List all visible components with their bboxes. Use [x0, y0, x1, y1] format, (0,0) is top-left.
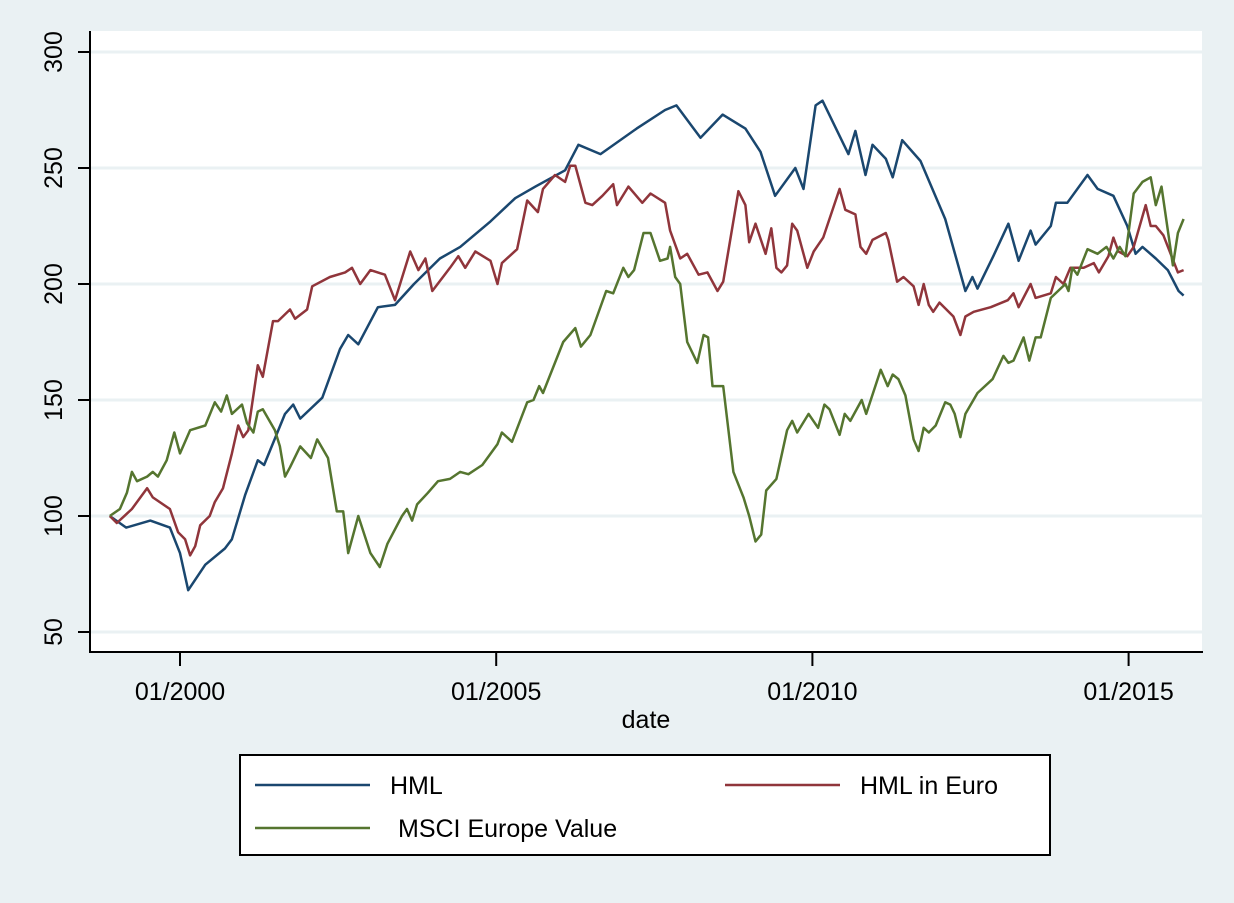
x-tick-label: 01/2010 — [767, 678, 857, 706]
x-tick-label: 01/2005 — [451, 678, 541, 706]
x-axis-title: date — [622, 706, 671, 734]
legend-box — [239, 754, 1051, 856]
x-tick-label: 01/2015 — [1083, 678, 1173, 706]
y-axis-ticks: 50 100 150 200 250 300 — [40, 31, 90, 646]
y-tick-label: 250 — [40, 147, 68, 189]
y-tick-label: 50 — [40, 618, 68, 646]
y-tick-label: 150 — [40, 379, 68, 421]
y-tick-label: 100 — [40, 495, 68, 537]
y-tick-label: 200 — [40, 263, 68, 305]
legend: HML HML in Euro MSCI Europe Value — [239, 754, 1051, 856]
legend-label-hml-euro: HML in Euro — [860, 772, 998, 800]
y-tick-label: 300 — [40, 31, 68, 73]
series-line-msci-europe-value — [109, 176, 1185, 569]
series-line-hml — [109, 99, 1185, 592]
series-lines — [108, 99, 1185, 592]
x-axis-ticks: 01/2000 01/2005 01/2010 01/2015 — [135, 652, 1174, 706]
legend-label-hml: HML — [390, 772, 443, 800]
x-tick-label: 01/2000 — [135, 678, 225, 706]
series-line-hml-in-euro — [108, 164, 1185, 557]
gridlines — [91, 50, 1202, 634]
plot-area — [90, 31, 1202, 652]
legend-label-msci: MSCI Europe Value — [398, 815, 617, 843]
